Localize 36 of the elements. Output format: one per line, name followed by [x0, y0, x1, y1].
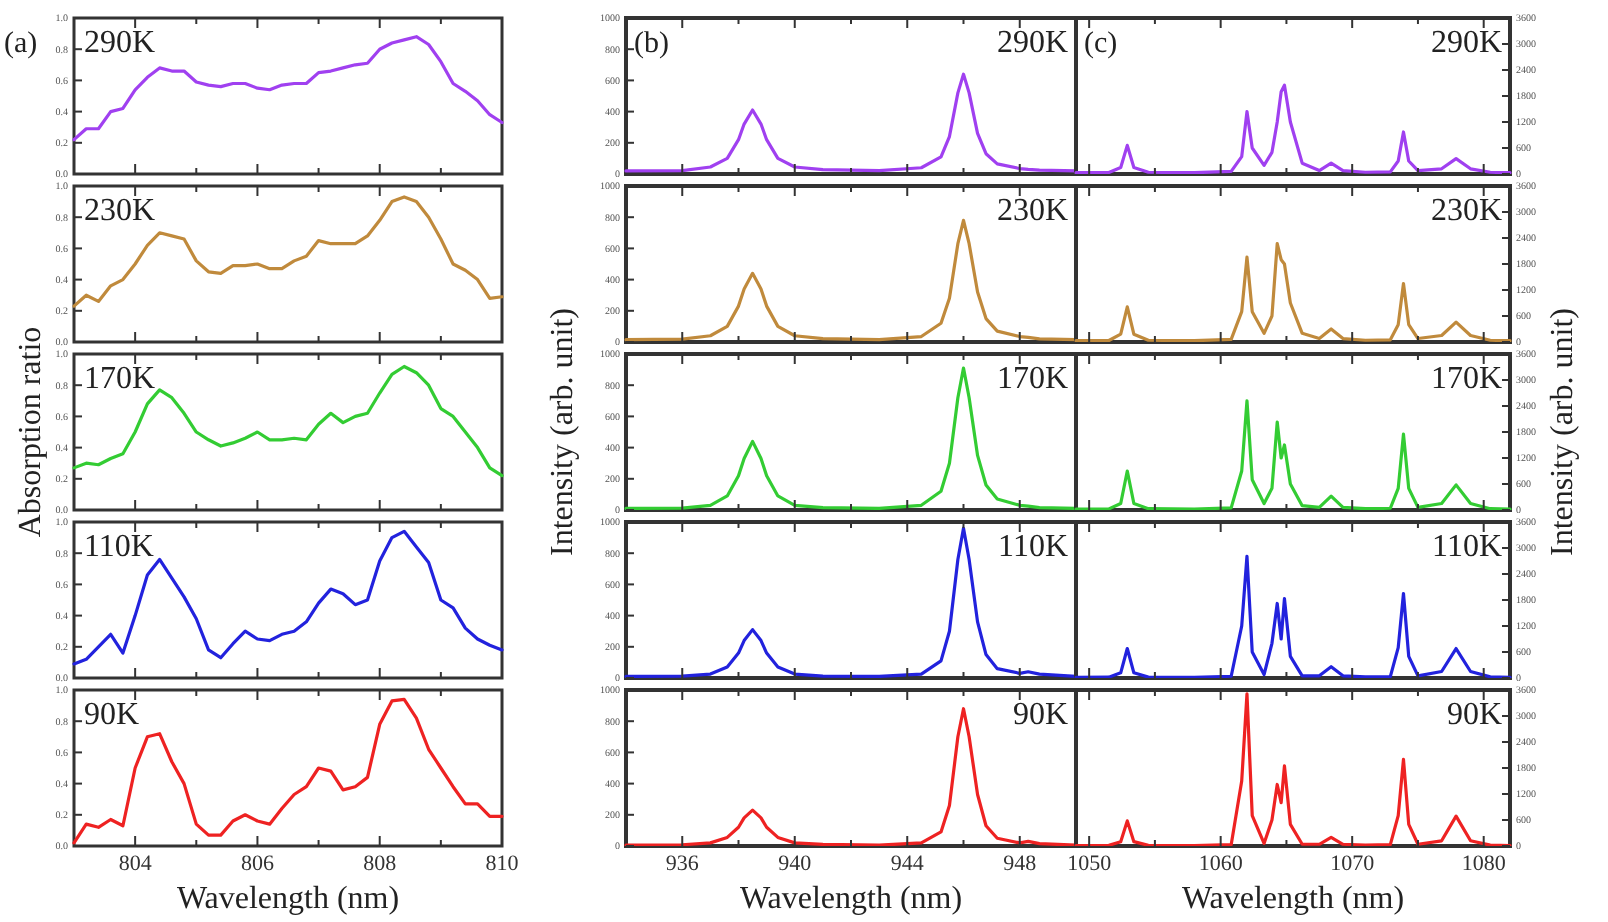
x-axis-title: Wavelength (nm): [739, 882, 963, 916]
annotation: 110K: [84, 530, 155, 564]
x-tick-label: 1060: [1198, 852, 1244, 876]
x-tick-label: 936: [665, 852, 700, 876]
x-tick-label: 1050: [1067, 852, 1113, 876]
annotation: 90K: [1446, 698, 1503, 732]
text: (a): [4, 28, 38, 60]
x-tick-label: 804: [118, 852, 153, 876]
annotation: 230K: [1430, 194, 1503, 228]
annotation: 290K: [84, 26, 156, 60]
y-axis-title: Intensity (arb. unit): [546, 308, 580, 556]
annotation: 170K: [84, 362, 156, 396]
annotation: 230K: [84, 194, 156, 228]
y-axis-title: Intensity (arb. unit): [1546, 308, 1580, 556]
annotation: (b): [634, 28, 669, 60]
annotation: (c): [1084, 28, 1118, 60]
annotation: 90K: [84, 698, 140, 732]
x-tick-label: 944: [890, 852, 925, 876]
annotation: 290K: [996, 26, 1069, 60]
x-tick-label: 810: [485, 852, 520, 876]
annotation: 110K: [998, 530, 1069, 564]
annotation: 90K: [1012, 698, 1069, 732]
annotation: 110K: [1432, 530, 1503, 564]
x-tick-label: 808: [363, 852, 398, 876]
annotation: 230K: [996, 194, 1069, 228]
x-tick-label: 806: [240, 852, 275, 876]
x-axis-title: Wavelength (nm): [176, 882, 400, 916]
annotation: 170K: [1430, 362, 1503, 396]
x-tick-label: 1080: [1461, 852, 1507, 876]
x-axis-title: Wavelength (nm): [1181, 882, 1405, 916]
x-tick-label: 1070: [1330, 852, 1376, 876]
x-tick-label: 940: [778, 852, 813, 876]
annotation: 290K: [1430, 26, 1503, 60]
x-tick-label: 948: [1003, 852, 1038, 876]
annotation: 170K: [996, 362, 1069, 396]
y-axis-title: Absorption ratio: [14, 326, 48, 538]
